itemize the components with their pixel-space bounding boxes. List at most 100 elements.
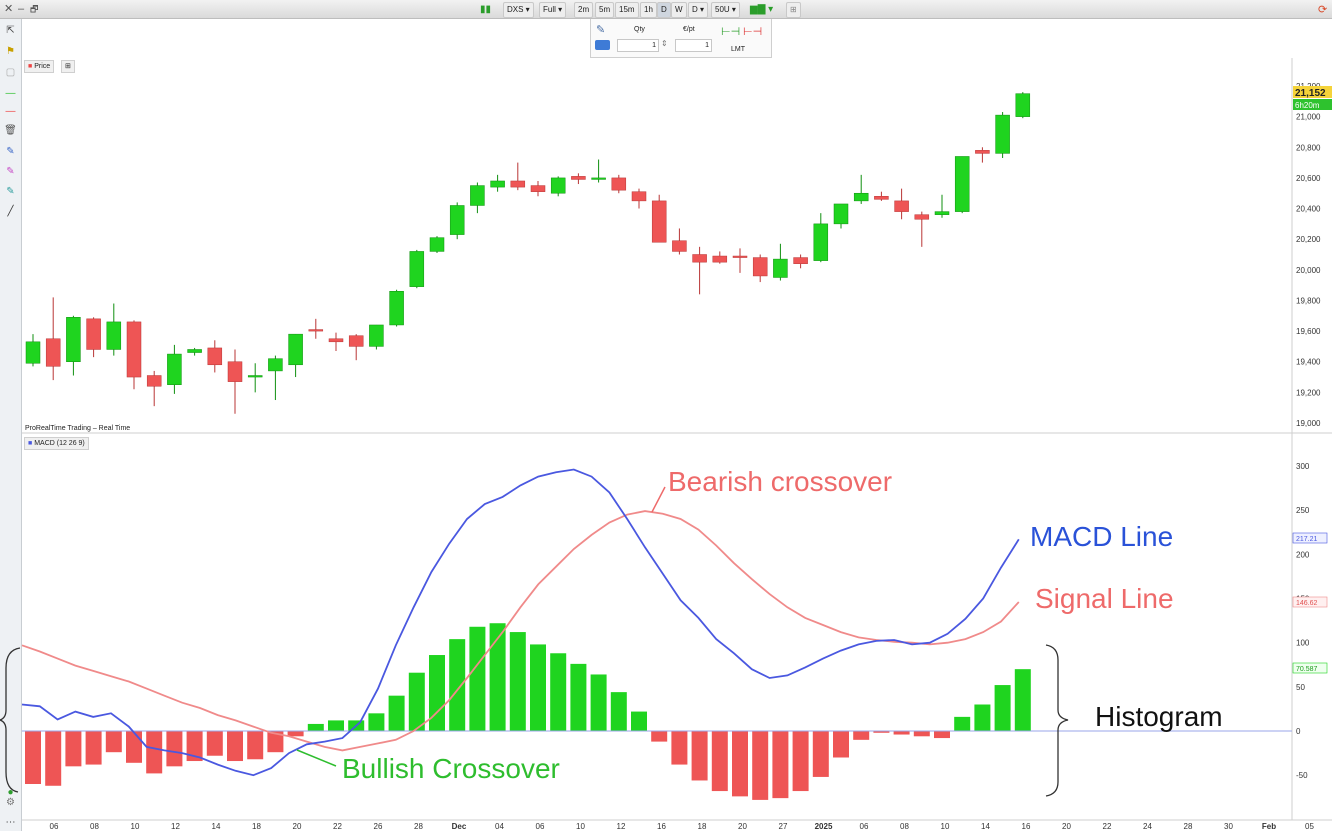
candle-body [954,156,970,212]
y-axis-ticks: 21,20021,00020,80020,60020,40020,20020,0… [1296,82,1321,780]
histogram-bar [206,731,223,756]
add-indicator-icon[interactable]: ⊞ [786,2,801,18]
histogram-bar [550,653,567,731]
qty-stepper-icon[interactable]: ⇕ [661,39,668,48]
macd-tick-label: 50 [1296,683,1305,692]
chart-style-icon[interactable]: ▆▇ ▾ [750,4,774,15]
histogram-bar [166,731,183,767]
histogram-bar [873,731,890,733]
tf-1h-button[interactable]: 1h [640,2,657,18]
trendline-icon[interactable]: ╱ [7,206,14,217]
time-tick-label: 05 [1305,822,1314,831]
candle-body [591,177,606,180]
left-brace [0,647,21,793]
buy-icon[interactable]: ⊢⊣ [721,26,741,38]
histogram-bar [45,731,62,786]
histogram-bar [368,713,385,731]
candle-body [167,353,182,385]
price-tick-label: 20,600 [1296,174,1321,183]
signal-line-annotation: Signal Line [1035,583,1174,614]
delete-icon[interactable]: 🗑 [4,125,17,136]
candle-body [934,211,950,215]
tf-w-button[interactable]: W [671,2,687,18]
order-settings-icon[interactable]: ✎ [596,24,606,36]
units-select[interactable]: 50U ▾ [711,2,740,18]
candle-body [86,318,101,350]
sync-icon[interactable]: ⟳ [1318,4,1328,16]
histogram-bar [792,731,809,792]
panel-settings-icon[interactable]: ⊞ [61,60,75,73]
tf-15m-button[interactable]: 15m [615,2,639,18]
macd-panel-tag-label: MACD (12 26 9) [34,440,85,447]
candle-body [470,185,485,206]
histogram-bar [509,632,526,731]
candle-body [995,114,1010,154]
symbol-label: DXS [507,5,524,14]
time-tick-label: 06 [860,822,869,831]
candle-body [429,237,445,252]
channel-icon[interactable]: ✎ [6,186,15,197]
time-tick-label: 22 [333,822,342,831]
time-tick-label: 20 [293,822,302,831]
tf-2m-button[interactable]: 2m [574,2,594,18]
more-icon[interactable]: ⋯ [5,817,16,828]
last-price-label: 21,152 [1295,88,1326,99]
order-book-icon[interactable] [595,40,610,50]
time-tick-label: 24 [1143,822,1152,831]
qty-input[interactable]: 1 [617,39,659,52]
candle-body [712,255,728,263]
bullish-annotation: Bullish Crossover [342,753,560,784]
histogram-bar [954,716,971,731]
fibonacci-icon[interactable]: ✎ [6,166,15,177]
bearish-annotation: Bearish crossover [668,466,892,497]
histogram-bar [65,731,82,767]
horizontal-line-green-icon[interactable]: — [5,88,16,99]
histogram-bar [812,731,829,777]
symbol-select[interactable]: DXS ▾ [503,2,534,18]
last-price-flag [1293,86,1332,98]
cursor-icon[interactable]: ⇱ [6,25,15,36]
candle-body [894,200,909,212]
price-tick-label: 19,200 [1296,388,1321,397]
macd-tick-label: 300 [1296,462,1310,471]
time-tick-label: 04 [495,822,504,831]
price-tick-label: 19,600 [1296,327,1321,336]
tf-d-button[interactable]: D [657,2,671,18]
time-tick-label: 2025 [815,822,833,831]
time-tick-label: 22 [1103,822,1112,831]
macd-lines [21,468,1020,777]
alert-icon[interactable]: ⚑ [6,46,15,57]
time-tick-label: 18 [698,822,707,831]
candle-body [793,257,808,264]
countdown-label: 6h20m [1295,101,1320,110]
macd-value-flag [1292,532,1328,544]
pencil-icon[interactable]: ✎ [6,146,15,157]
time-tick-label: 26 [374,822,383,831]
histogram-bar [489,623,506,731]
view-select[interactable]: Full ▾ [539,2,567,18]
price-panel-tag[interactable]: ■ Price [24,60,55,73]
period-select[interactable]: D ▾ [688,2,709,18]
minimize-window-icon[interactable]: – [18,3,25,15]
pt-input[interactable]: 1 [675,39,712,52]
candle-body [611,177,627,191]
tf-5m-button[interactable]: 5m [595,2,615,18]
price-tick-label: 20,200 [1296,235,1321,244]
horizontal-line-red-icon[interactable]: — [5,106,16,117]
template-icon[interactable]: ▢ [5,67,16,78]
time-tick-label: Feb [1262,822,1276,831]
price-tick-label: 20,000 [1296,266,1321,275]
time-tick-label: 16 [657,822,666,831]
histogram-bar [469,626,486,731]
restore-window-icon[interactable]: 🗗 [30,4,39,14]
histogram-bar [388,695,405,731]
time-tick-label: 20 [738,822,747,831]
close-window-icon[interactable]: ✕ [4,3,14,15]
macd-panel-tag[interactable]: ■ MACD (12 26 9) [24,437,89,450]
chart-type-icon[interactable]: ▮▮ [480,4,492,15]
histogram-bar [752,731,769,800]
settings-icon[interactable]: ⚙ [6,797,15,808]
drawing-toolbar: ⇱ ⚑ ▢ — — 🗑 ✎ ✎ ✎ ╱ ● ⚙ ⋯ [0,19,22,831]
sell-icon[interactable]: ⊢⊣ [743,26,763,38]
